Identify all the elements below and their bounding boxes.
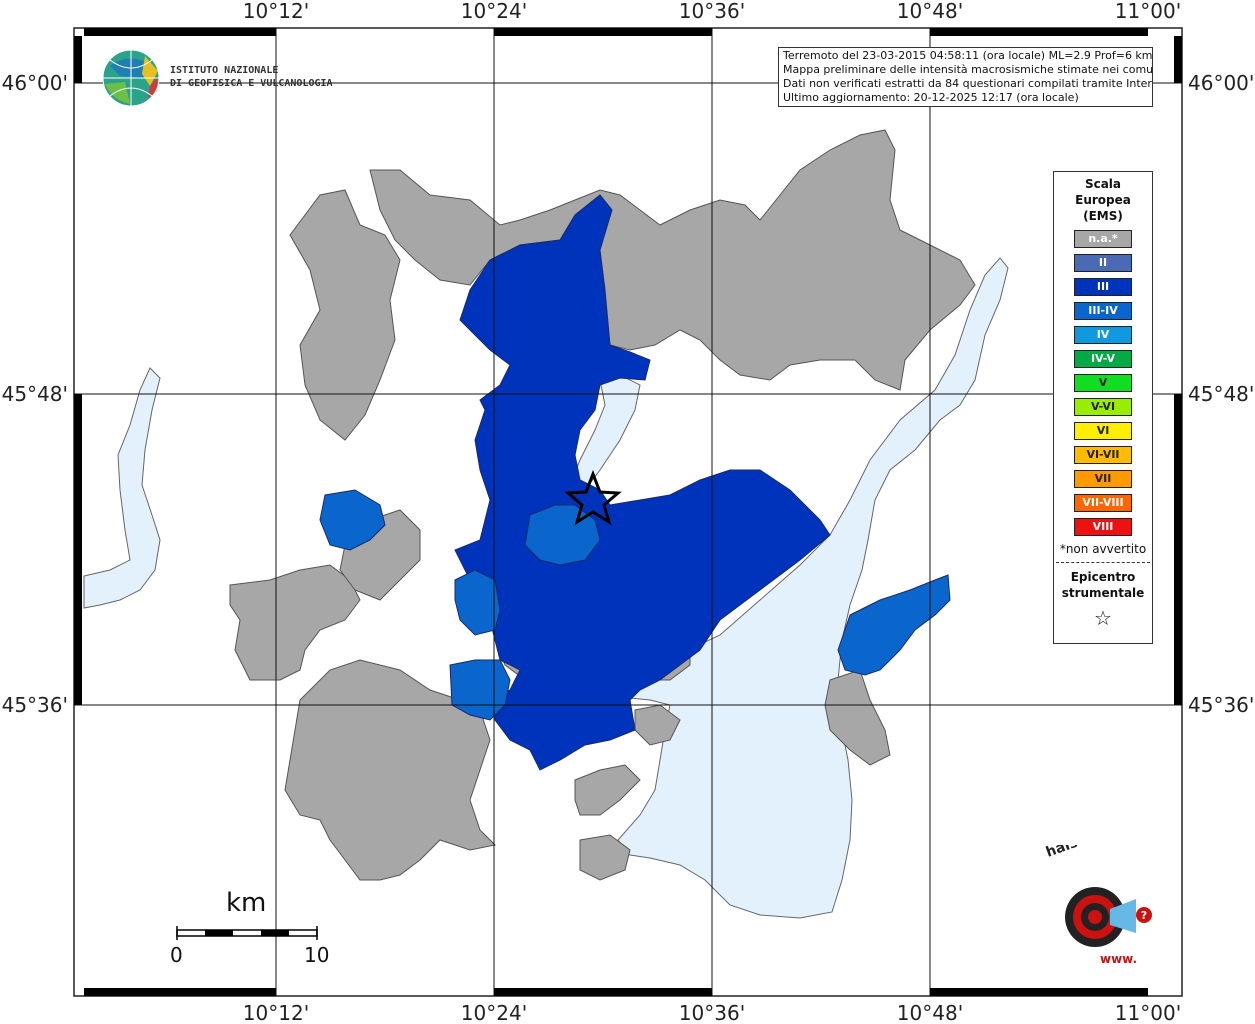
svg-text:?: ? (1141, 909, 1147, 922)
bottom-lon-label: 10°48' (897, 1001, 963, 1024)
star-icon: ☆ (1094, 606, 1112, 630)
globe-icon (102, 49, 160, 107)
region-na-nw (289, 189, 401, 441)
info-line2: Mappa preliminare delle intensità macros… (783, 63, 1153, 76)
right-lat-label: 45°36' (1188, 693, 1254, 717)
haisentito-logo: ? haisentitoilterremoto.it www. (1040, 782, 1225, 975)
top-lon-label: 10°12' (243, 0, 309, 23)
region-na-ne-small (824, 669, 891, 766)
left-lat-label: 46°00' (2, 71, 68, 95)
top-lon-label: 11°00' (1115, 0, 1181, 23)
scale-unit: km (226, 888, 267, 918)
right-lat-label: 46°00' (1188, 71, 1254, 95)
ingv-logo-text: ISTITUTO NAZIONALE DI GEOFISICA E VULCAN… (170, 64, 333, 90)
region-iiiiv-west (319, 489, 386, 551)
left-lat-label: 45°36' (2, 693, 68, 717)
legend-item: VI-VII (1074, 446, 1132, 464)
legend-epi1: Epicentro (1070, 570, 1136, 584)
legend-epicenter-label: Epicentro strumentale (1054, 569, 1152, 601)
legend-item: IV-V (1074, 350, 1132, 368)
legend-title3: (EMS) (1083, 209, 1123, 223)
scale-bar: km 0 10 (170, 888, 330, 978)
frame-ticks (74, 28, 1182, 996)
legend-item: III-IV (1074, 302, 1132, 320)
legend-item: V (1074, 374, 1132, 392)
region-iiiiv-ne (837, 574, 951, 676)
scale-start: 0 (170, 943, 183, 967)
top-lon-label: 10°36' (679, 0, 745, 23)
region-na-west (229, 564, 361, 681)
legend-items: n.a.* II III III-IV IV IV-V V V-VI VI VI-VII VII VI… (1054, 230, 1152, 536)
legend-title: Scala Europea (EMS) (1054, 176, 1152, 224)
scale-bar-graphic (176, 926, 318, 940)
region-na-southeast (574, 764, 641, 816)
region-iiiiv-w2 (454, 569, 501, 636)
legend-item: VII (1074, 470, 1132, 488)
bottom-lon-label: 10°36' (679, 1001, 745, 1024)
region-na-south (579, 834, 631, 881)
logo-line1: ISTITUTO NAZIONALE (170, 65, 279, 76)
hs-logo-www: www. (1100, 952, 1137, 966)
legend-epi2: strumentale (1061, 586, 1145, 600)
info-line3: Dati non verificati estratti da 84 quest… (783, 77, 1153, 90)
region-iii-north (454, 194, 831, 771)
left-lat-label: 45°48' (2, 382, 68, 406)
legend-item: IV (1074, 326, 1132, 344)
legend-title2: Europea (1075, 193, 1131, 207)
lake-iseo-area (83, 367, 161, 609)
legend-item: III (1074, 278, 1132, 296)
bottom-lon-label: 11°00' (1115, 1001, 1181, 1024)
ingv-logo: ISTITUTO NAZIONALE DI GEOFISICA E VULCAN… (100, 46, 333, 110)
lake-idro (569, 374, 641, 491)
legend-item: VIII (1074, 518, 1132, 536)
event-info-box: Terremoto del 23-03-2015 04:58:11 (ora l… (778, 47, 1153, 107)
scale-end: 10 (304, 943, 330, 967)
legend-item: n.a.* (1074, 230, 1132, 248)
logo-line2: DI GEOFISICA E VULCANOLOGIA (170, 78, 333, 89)
bottom-lon-label: 10°24' (461, 1001, 527, 1024)
hs-logo-text: haisentitoilterremoto.it (1044, 845, 1170, 861)
target-icon: ? haisentitoilterremoto.it www. (1044, 782, 1225, 966)
legend-item: V-VI (1074, 398, 1132, 416)
legend-item: VII-VIII (1074, 494, 1132, 512)
info-line1: Terremoto del 23-03-2015 04:58:11 (ora l… (783, 49, 1153, 62)
legend-item: II (1074, 254, 1132, 272)
ems-legend: Scala Europea (EMS) n.a.* II III III-IV IV IV… (1053, 171, 1153, 644)
top-lon-label: 10°24' (461, 0, 527, 23)
legend-separator (1056, 562, 1150, 563)
epicenter-star (564, 469, 622, 526)
legend-item: VI (1074, 422, 1132, 440)
bottom-lon-label: 10°12' (243, 1001, 309, 1024)
info-line4: Ultimo aggiornamento: 20-12-2025 12:17 (… (783, 91, 1079, 104)
legend-note: *non avvertito (1059, 542, 1147, 556)
legend-title1: Scala (1084, 177, 1122, 191)
top-lon-label: 10°48' (897, 0, 963, 23)
region-na-southwest (284, 659, 497, 881)
right-lat-label: 45°48' (1188, 382, 1254, 406)
